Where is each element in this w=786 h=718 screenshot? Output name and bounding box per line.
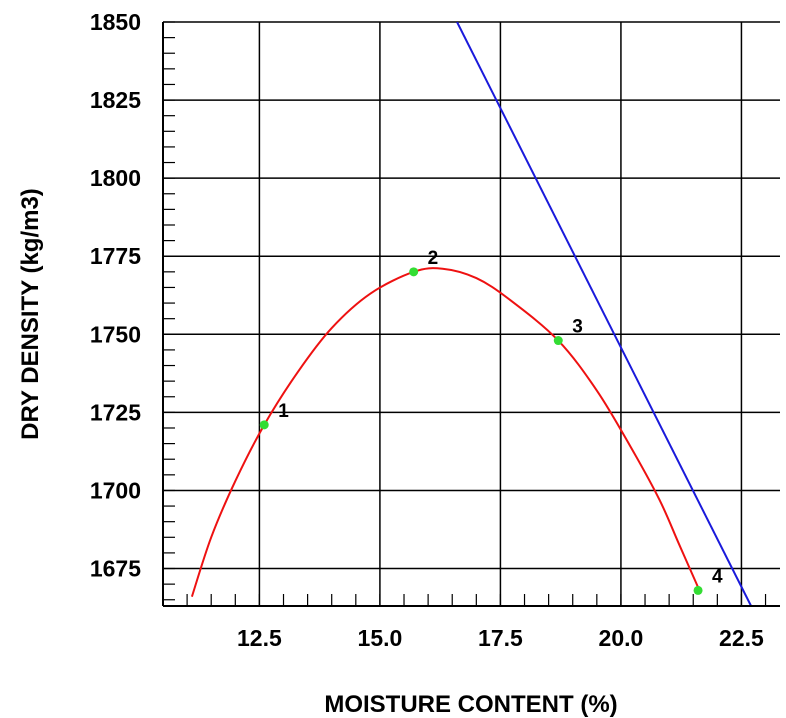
compaction-curve: [190, 267, 699, 597]
x-tick-label-4: 22.5: [719, 625, 764, 651]
x-tick-label-3: 20.0: [599, 625, 644, 651]
data-point-1: [259, 420, 269, 430]
y-tick-label-4: 1775: [90, 243, 141, 269]
point-label-3: 3: [572, 317, 583, 338]
x-tick-label-0: 12.5: [237, 625, 282, 651]
y-tick-label-3: 1750: [90, 321, 141, 347]
x-tick-labels: 12.5 15.0 17.5 20.0 22.5: [237, 625, 764, 651]
data-point-3: [553, 336, 563, 346]
series-layer: 1 2 3 4: [190, 22, 752, 606]
point-label-1: 1: [278, 401, 289, 422]
point-label-2: 2: [428, 248, 439, 269]
plot-area: [163, 22, 780, 606]
point-label-4: 4: [712, 566, 723, 587]
x-tick-label-2: 17.5: [478, 625, 523, 651]
y-tick-label-2: 1725: [90, 399, 141, 425]
data-point-2: [409, 267, 419, 277]
data-point-4: [693, 585, 703, 595]
minor-ticks: [163, 21, 767, 606]
y-tick-label-1: 1700: [90, 477, 141, 503]
y-tick-label-7: 1850: [90, 9, 141, 35]
y-axis-title: DRY DENSITY (kg/m3): [17, 188, 44, 440]
y-tick-label-0: 1675: [90, 556, 141, 582]
zero-air-voids-line: [456, 22, 752, 606]
y-tick-labels: 1675 1700 1725 1750 1775 1800 1825 1850: [90, 9, 141, 582]
grid-lines: [163, 21, 780, 606]
x-tick-label-1: 15.0: [358, 625, 403, 651]
x-axis-title: MOISTURE CONTENT (%): [324, 691, 617, 718]
y-tick-label-5: 1800: [90, 165, 141, 191]
y-tick-label-6: 1825: [90, 87, 141, 113]
